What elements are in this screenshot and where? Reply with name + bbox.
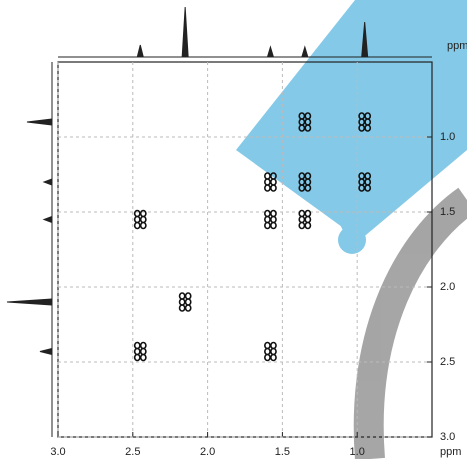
cross-peak [298,209,312,230]
contour [364,184,372,192]
projection-peak [42,178,53,186]
y-axis-label: ppm [447,40,467,52]
projection-peak [26,118,53,126]
contour [270,178,277,186]
contour [270,221,277,230]
x-axis-label: ppm [440,446,461,458]
contour [270,215,277,224]
projection-peak [301,45,309,58]
cross-peak [298,172,312,192]
projection-peak [181,6,189,58]
contour [133,215,141,224]
cross-peak [133,341,147,362]
projection-peak [39,348,53,355]
contour [184,292,192,300]
y-tick-label: 1.5 [440,206,455,218]
projection-peak [266,45,274,58]
watermark-cap [236,0,467,240]
contour [298,209,306,218]
cross-peak [358,112,372,132]
y-tick-label: 1.0 [440,131,455,143]
contour [184,304,192,312]
cross-peak [264,172,277,192]
contour [264,184,271,192]
x-tick-label: 2.5 [125,446,140,458]
x-tick-label: 3.0 [50,446,65,458]
contour [270,347,277,356]
contour [304,215,312,224]
y-tick-label: 3.0 [440,431,455,443]
watermark-arc [353,187,467,459]
cross-peak [264,341,277,362]
contour [270,353,277,362]
projection-peak [136,44,144,58]
contour [133,221,141,230]
contour [139,209,147,218]
contour [133,209,141,218]
cross-peak [133,209,147,230]
contour [298,215,306,224]
contour [264,353,271,362]
contour [264,221,271,230]
contour [139,221,147,230]
watermark [236,0,467,459]
contour [133,347,141,356]
contour [304,209,312,218]
contour [178,304,186,312]
contour [270,184,277,192]
y-tick-label: 2.0 [440,281,455,293]
contour [364,124,372,132]
x-tick-label: 2.0 [200,446,215,458]
y-tick-label: 2.5 [440,356,455,368]
cross-peak [298,112,312,132]
projection-peak [6,298,53,306]
contour [270,341,277,350]
contour [133,341,141,350]
watermark-knot [338,226,366,254]
contour [304,124,312,132]
contour [264,209,271,218]
cross-peak [358,172,372,192]
contour [304,184,312,192]
contour [264,341,271,350]
contour [178,292,186,300]
cross-peak [178,292,192,312]
contour [139,347,147,356]
contour [264,178,271,186]
watermark-tassel [305,147,357,241]
contour [184,298,192,306]
contour [178,298,186,306]
cross-peak [264,209,277,230]
contour [264,347,271,356]
contour [133,353,141,362]
contour [139,353,147,362]
x-tick-label: 1.5 [275,446,290,458]
contour [139,341,147,350]
contour [264,172,271,180]
contour [139,215,147,224]
contour [264,215,271,224]
contour [270,209,277,218]
projection-peak [42,216,53,223]
contour [298,221,306,230]
projection-peak [361,21,369,58]
x-tick-label: 1.0 [350,446,365,458]
contour [304,221,312,230]
